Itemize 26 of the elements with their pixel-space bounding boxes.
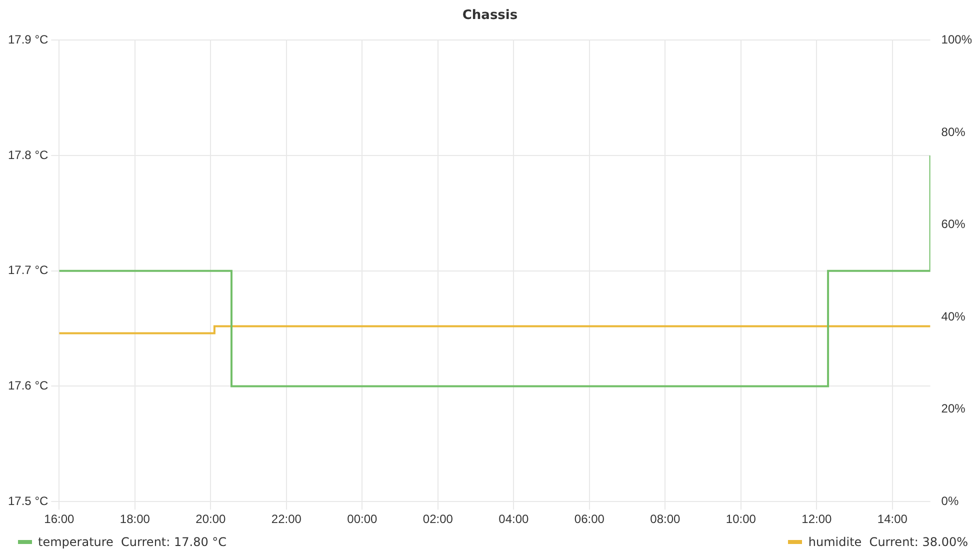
y-tick-label: 17.7 °C [8, 263, 48, 278]
y2-tick-label: 0% [941, 494, 959, 508]
y-tick-label: 17.8 °C [8, 148, 48, 162]
x-tick-label: 10:00 [726, 512, 756, 526]
x-tick-label: 08:00 [650, 512, 681, 526]
x-tick-label: 02:00 [422, 512, 454, 526]
x-tick-label: 04:00 [498, 512, 530, 526]
y2-tick-label: 80% [941, 124, 966, 139]
y-tick-label: 17.5 °C [8, 494, 48, 508]
y2-tick-label: 20% [941, 402, 966, 416]
x-tick-label: 06:00 [574, 512, 605, 526]
x-tick-label: 22:00 [271, 512, 302, 526]
x-tick-label: 12:00 [802, 512, 832, 526]
x-tick-label: 18:00 [120, 512, 150, 526]
x-tick-label: 20:00 [196, 512, 226, 526]
y2-tick-label: 40% [941, 309, 966, 324]
y-tick-label: 17.9 °C [8, 32, 48, 47]
legend-label: humidite Current: 38.00% [808, 535, 968, 549]
y2-tick-label: 100% [941, 32, 972, 47]
y2-tick-label: 60% [941, 217, 966, 232]
x-tick-label: 16:00 [44, 512, 74, 526]
x-tick-label: 00:00 [347, 512, 378, 526]
chart-title: Chassis [461, 8, 519, 23]
x-tick-label: 14:00 [877, 512, 908, 526]
legend-label: temperature Current: 17.80 °C [38, 535, 227, 549]
y-tick-label: 17.6 °C [8, 378, 48, 393]
